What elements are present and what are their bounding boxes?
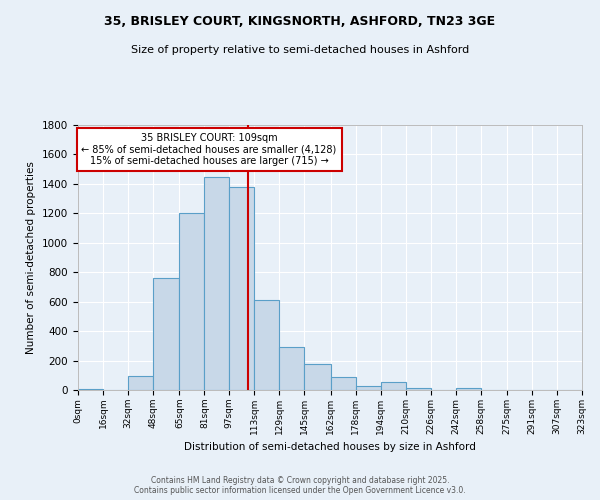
Bar [205, 176, 229, 390]
Bar [179, 214, 205, 390]
Bar [455, 388, 481, 390]
Bar [153, 278, 179, 390]
Text: 35 BRISLEY COURT: 109sqm
← 85% of semi-detached houses are smaller (4,128)
15% o: 35 BRISLEY COURT: 109sqm ← 85% of semi-d… [82, 133, 337, 166]
X-axis label: Distribution of semi-detached houses by size in Ashford: Distribution of semi-detached houses by … [184, 442, 476, 452]
Bar [254, 300, 279, 390]
Bar [279, 348, 304, 390]
Bar [331, 377, 356, 390]
Bar [406, 388, 431, 390]
Bar [304, 364, 331, 390]
Text: Contains HM Land Registry data © Crown copyright and database right 2025.
Contai: Contains HM Land Registry data © Crown c… [134, 476, 466, 495]
Text: 35, BRISLEY COURT, KINGSNORTH, ASHFORD, TN23 3GE: 35, BRISLEY COURT, KINGSNORTH, ASHFORD, … [104, 15, 496, 28]
Text: Size of property relative to semi-detached houses in Ashford: Size of property relative to semi-detach… [131, 45, 469, 55]
Y-axis label: Number of semi-detached properties: Number of semi-detached properties [26, 161, 37, 354]
Bar [128, 376, 153, 390]
Bar [356, 386, 381, 390]
Bar [381, 382, 406, 390]
Bar [229, 187, 254, 390]
